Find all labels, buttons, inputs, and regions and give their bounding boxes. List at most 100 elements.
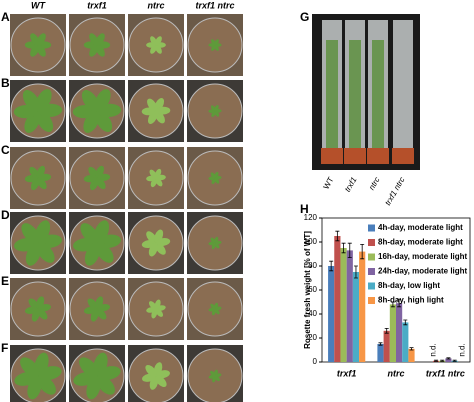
leaf: [24, 306, 39, 314]
legend-label: 16h-day, moderate light: [378, 252, 468, 261]
plant: [349, 40, 361, 148]
legend-swatch: [368, 239, 375, 246]
panel-label: B: [1, 76, 10, 90]
leaf: [214, 242, 220, 249]
leaf: [211, 242, 216, 250]
legend-swatch: [368, 224, 375, 232]
bar: [383, 330, 390, 362]
leaf: [155, 36, 162, 46]
leaf: [36, 374, 56, 395]
y-tick-label: 60: [308, 285, 317, 294]
bar: [408, 348, 415, 362]
panel-label: H: [300, 202, 309, 216]
pot-label: ntrc: [367, 176, 381, 192]
column-header: ntrc: [147, 0, 164, 10]
bar: [377, 344, 384, 362]
leaf: [36, 33, 46, 46]
annotation: n.d.: [457, 343, 466, 356]
leaf: [148, 242, 158, 257]
leaf: [37, 103, 63, 118]
error-bar: [353, 265, 358, 279]
pot: [187, 17, 243, 73]
leaf: [146, 231, 157, 244]
leaf: [95, 374, 115, 395]
pot: [187, 83, 243, 139]
x-tick-label: trxf1 ntrc: [426, 368, 465, 378]
y-tick-label: 40: [308, 309, 317, 318]
leaf: [146, 307, 157, 313]
leaf: [155, 308, 164, 317]
pot-label: trxf1 ntrc: [383, 176, 406, 207]
bar: [359, 251, 366, 362]
leaf: [155, 242, 166, 255]
panel-label: G: [300, 10, 309, 24]
pot: [392, 148, 414, 164]
leaf: [148, 301, 157, 310]
y-axis-label: Rosette fresh weight [% of WT]: [303, 231, 312, 349]
leaf: [80, 223, 99, 244]
pot: [367, 148, 389, 164]
x-tick-label: trxf1: [337, 368, 357, 378]
legend-swatch: [368, 268, 375, 275]
leaf: [214, 308, 220, 315]
leaf: [214, 39, 219, 46]
bar: [328, 266, 335, 362]
bar: [402, 322, 409, 362]
leaf: [95, 33, 105, 46]
y-tick-label: 100: [304, 237, 318, 246]
leaf: [210, 370, 216, 377]
bar: [346, 250, 353, 362]
leaf: [84, 242, 101, 266]
leaf: [145, 364, 157, 377]
error-bar: [409, 347, 414, 351]
error-bar: [446, 357, 451, 360]
leaf: [214, 177, 220, 184]
legend-label: 8h-day, high light: [378, 296, 444, 305]
leaf: [155, 106, 171, 115]
column-header: trxf1 ntrc: [195, 0, 234, 10]
bar: [445, 358, 452, 362]
x-tick-label: ntrc: [387, 368, 404, 378]
legend-label: 24h-day, moderate light: [378, 267, 468, 276]
leaf: [21, 223, 40, 244]
bar: [340, 248, 347, 362]
leaf: [20, 357, 40, 378]
y-tick-label: 80: [308, 261, 317, 270]
column-header: trxf1: [87, 0, 107, 10]
error-bar: [403, 319, 408, 326]
leaf: [79, 357, 99, 378]
error-bar: [378, 342, 383, 346]
leaf: [87, 298, 98, 310]
legend-label: 4h-day, moderate light: [378, 223, 463, 232]
leaf: [214, 109, 222, 113]
leaf: [95, 242, 114, 263]
panel-label: E: [1, 274, 9, 288]
pot-label: trxf1: [343, 176, 359, 194]
leaf: [208, 307, 216, 312]
y-tick-label: 0: [313, 357, 318, 366]
leaf: [155, 177, 163, 187]
error-bar: [384, 328, 389, 334]
error-bar: [360, 244, 365, 260]
bar: [352, 272, 360, 362]
leaf: [96, 308, 107, 320]
error-bar: [390, 301, 395, 308]
y-tick-label: 20: [308, 333, 317, 342]
error-bar: [452, 359, 457, 362]
error-bar: [329, 260, 334, 272]
leaf: [210, 303, 216, 310]
legend-swatch: [368, 297, 375, 304]
legend-label: 8h-day, moderate light: [378, 238, 463, 247]
annotation: n.d.: [428, 343, 437, 356]
error-bar: [335, 230, 340, 242]
pot: [344, 148, 366, 164]
bar: [334, 236, 341, 362]
leaf: [37, 177, 47, 190]
error-bar: [341, 242, 346, 254]
error-bar: [434, 359, 439, 362]
legend-label: 8h-day, low light: [378, 281, 440, 290]
panel-label: F: [1, 341, 8, 355]
error-bar: [347, 242, 352, 258]
error-bar: [397, 299, 402, 308]
